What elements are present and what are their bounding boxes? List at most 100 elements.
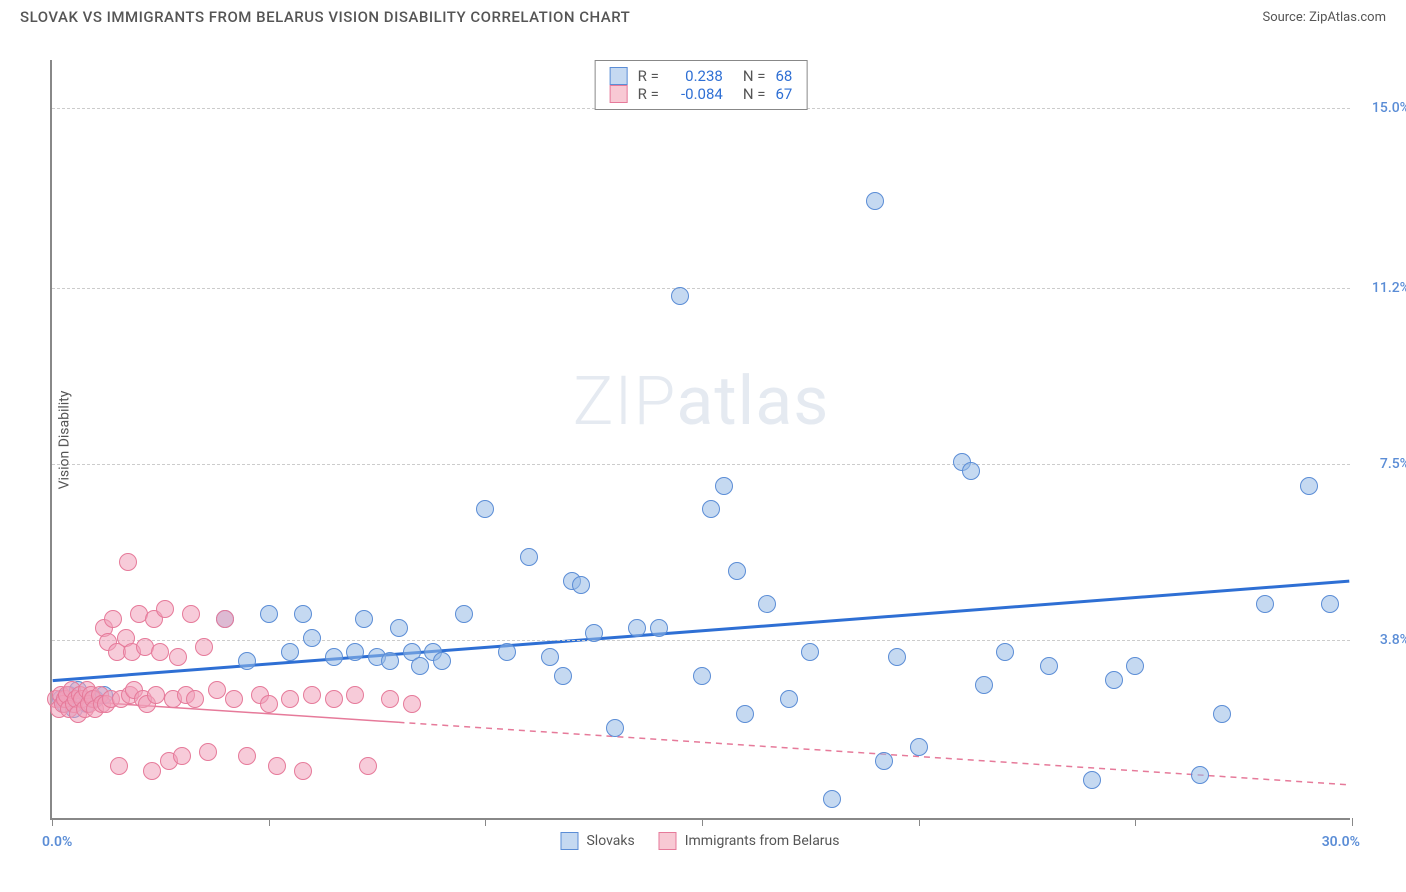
slovaks-point: [541, 648, 559, 666]
belarus-point: [381, 690, 399, 708]
slovaks-point: [346, 643, 364, 661]
legend-swatch: [560, 832, 578, 850]
slovaks-point: [975, 676, 993, 694]
belarus-point: [268, 757, 286, 775]
belarus-point: [104, 610, 122, 628]
n-label: N =: [743, 67, 766, 85]
r-value: 0.238: [669, 67, 723, 85]
legend-row: R =0.238N =68: [610, 67, 793, 85]
slovaks-point: [294, 605, 312, 623]
slovaks-point: [801, 643, 819, 661]
belarus-point: [294, 762, 312, 780]
belarus-point: [169, 648, 187, 666]
belarus-point: [151, 643, 169, 661]
belarus-point: [147, 686, 165, 704]
belarus-point: [186, 690, 204, 708]
y-tick-label: 3.8%: [1380, 632, 1406, 648]
slovaks-point: [1256, 595, 1274, 613]
belarus-point: [281, 690, 299, 708]
x-tick: [485, 818, 486, 826]
slovaks-point: [520, 548, 538, 566]
slovaks-point: [281, 643, 299, 661]
legend-item: Slovaks: [560, 832, 634, 850]
x-tick: [919, 818, 920, 826]
slovaks-point: [572, 576, 590, 594]
x-tick: [1352, 818, 1353, 826]
legend-swatch: [610, 67, 628, 85]
gridline: [52, 640, 1350, 641]
slovaks-point: [823, 790, 841, 808]
slovaks-point: [260, 605, 278, 623]
slovaks-point: [303, 629, 321, 647]
belarus-point: [199, 743, 217, 761]
belarus-point: [303, 686, 321, 704]
belarus-point: [143, 762, 161, 780]
slovaks-point: [355, 610, 373, 628]
belarus-point: [359, 757, 377, 775]
x-axis-max: 30.0%: [1322, 834, 1360, 850]
belarus-point: [208, 681, 226, 699]
source-attribution: Source: ZipAtlas.com: [1262, 10, 1386, 25]
slovaks-point: [238, 652, 256, 670]
belarus-point: [225, 690, 243, 708]
belarus-point: [110, 757, 128, 775]
y-axis-label: Vision Disability: [56, 391, 72, 490]
slovaks-point: [390, 619, 408, 637]
belarus-point: [182, 605, 200, 623]
slovaks-point: [433, 652, 451, 670]
slovaks-point: [1040, 657, 1058, 675]
n-value: 67: [775, 85, 792, 103]
gridline: [52, 288, 1350, 289]
slovaks-point: [1213, 705, 1231, 723]
chart-plot-area: ZIPatlas R =0.238N =68R =-0.084N =67 3.8…: [50, 60, 1350, 820]
belarus-point: [119, 553, 137, 571]
slovaks-point: [962, 462, 980, 480]
slovaks-point: [455, 605, 473, 623]
watermark: ZIPatlas: [573, 361, 830, 441]
slovaks-point: [585, 624, 603, 642]
slovaks-point: [715, 477, 733, 495]
slovaks-point: [910, 738, 928, 756]
slovaks-point: [1083, 771, 1101, 789]
slovaks-point: [628, 619, 646, 637]
slovaks-point: [554, 667, 572, 685]
legend-series: Slovaks Immigrants from Belarus: [560, 832, 839, 850]
n-label: N =: [743, 85, 766, 103]
belarus-point: [216, 610, 234, 628]
slovaks-point: [1126, 657, 1144, 675]
legend-label: Immigrants from Belarus: [685, 833, 840, 849]
belarus-point: [260, 695, 278, 713]
r-label: R =: [638, 85, 659, 103]
y-tick-label: 15.0%: [1372, 100, 1406, 116]
slovaks-point: [411, 657, 429, 675]
slovaks-point: [606, 719, 624, 737]
trend-lines: [52, 60, 1350, 818]
belarus-point: [195, 638, 213, 656]
legend-swatch: [659, 832, 677, 850]
slovaks-point: [1191, 766, 1209, 784]
r-label: R =: [638, 67, 659, 85]
belarus-point: [325, 690, 343, 708]
legend-item: Immigrants from Belarus: [659, 832, 840, 850]
x-tick: [269, 818, 270, 826]
slovaks-point: [780, 690, 798, 708]
slovaks-point: [1300, 477, 1318, 495]
slovaks-point: [325, 648, 343, 666]
chart-title: SLOVAK VS IMMIGRANTS FROM BELARUS VISION…: [20, 8, 630, 26]
slovaks-point: [866, 192, 884, 210]
slovaks-point: [671, 287, 689, 305]
slovaks-point: [996, 643, 1014, 661]
slovaks-point: [498, 643, 516, 661]
slovaks-point: [875, 752, 893, 770]
legend-label: Slovaks: [586, 833, 634, 849]
slovaks-point: [888, 648, 906, 666]
gridline: [52, 464, 1350, 465]
belarus-point: [173, 747, 191, 765]
legend-swatch: [610, 85, 628, 103]
slovaks-point: [758, 595, 776, 613]
slovaks-point: [1321, 595, 1339, 613]
slovaks-point: [693, 667, 711, 685]
x-tick: [702, 818, 703, 826]
slovaks-point: [736, 705, 754, 723]
slovaks-point: [476, 500, 494, 518]
